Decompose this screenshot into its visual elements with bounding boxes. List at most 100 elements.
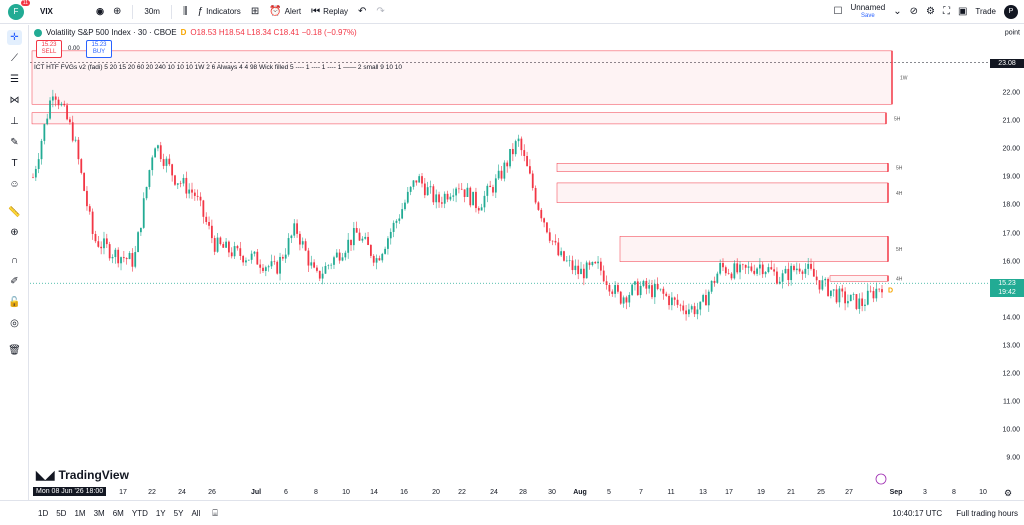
- candle-body: [264, 267, 267, 271]
- add-symbol-button[interactable]: ⊕: [108, 3, 126, 21]
- fvg-timeframe-label: 5H: [896, 247, 903, 253]
- range-3m-button[interactable]: 3M: [93, 508, 105, 518]
- trash-icon[interactable]: 🗑: [8, 345, 21, 356]
- time-tick-label: 13: [699, 489, 707, 496]
- crosshair-icon[interactable]: ✛: [7, 30, 22, 45]
- chart-type-button[interactable]: ⫼: [178, 3, 193, 21]
- time-tick-label: 11: [667, 489, 675, 496]
- chart-canvas[interactable]: 1W 5H 5H 4H 5H 4H D: [30, 25, 990, 500]
- range-all-button[interactable]: All: [191, 508, 201, 518]
- camera-icon[interactable]: ▣: [957, 6, 968, 17]
- candle-body: [679, 304, 682, 306]
- candle-body: [429, 186, 432, 188]
- range-1m-button[interactable]: 1M: [74, 508, 86, 518]
- brush-icon[interactable]: ✎: [10, 137, 19, 148]
- candle-body: [662, 288, 665, 294]
- undo-button[interactable]: ↶: [353, 3, 371, 21]
- candle-body: [602, 270, 605, 282]
- candle-body: [270, 261, 273, 267]
- buy-button[interactable]: 15.23 BUY: [86, 40, 112, 58]
- crosshair-price-tag: 23.08: [990, 59, 1024, 68]
- fullscreen-icon[interactable]: ⛶: [942, 6, 950, 17]
- visibility-eye-icon[interactable]: ◎: [10, 318, 19, 329]
- replay-button[interactable]: ⏮ Replay: [306, 3, 353, 21]
- redo-icon: ↷: [376, 6, 385, 17]
- candle-body: [443, 193, 446, 204]
- text-icon[interactable]: T: [11, 158, 18, 169]
- fib-icon[interactable]: ☰: [10, 74, 19, 85]
- tv-logo-text: TradingView: [58, 468, 129, 482]
- layout-icon[interactable]: ☐: [833, 6, 843, 17]
- plus-icon: ⊕: [113, 6, 122, 17]
- range-ytd-button[interactable]: YTD: [131, 508, 148, 518]
- interval-button[interactable]: 30m: [139, 3, 165, 21]
- candle-body: [327, 265, 330, 267]
- stay-drawing-icon[interactable]: ✐: [10, 276, 19, 287]
- candle-body: [387, 238, 389, 249]
- candle-body: [702, 295, 705, 302]
- session-label[interactable]: Full trading hours: [956, 508, 1018, 518]
- ruler-icon[interactable]: 📏: [8, 207, 21, 218]
- axis-settings-icon[interactable]: ⚙: [1004, 488, 1013, 498]
- candle-body: [494, 178, 497, 193]
- gear-icon[interactable]: ⚙: [925, 6, 935, 17]
- sell-button[interactable]: 15.23 SELL: [36, 40, 62, 58]
- candle-body: [168, 158, 171, 165]
- candle-body: [778, 281, 781, 284]
- indicators-button[interactable]: ƒ Indicators: [193, 3, 246, 21]
- alarm-icon: ⏰: [269, 6, 282, 17]
- range-1d-button[interactable]: 1D: [38, 508, 49, 518]
- projection-icon[interactable]: ⊥: [10, 116, 19, 127]
- candle-body: [182, 177, 185, 184]
- candle-body: [526, 156, 528, 167]
- candle-body: [855, 294, 858, 309]
- candle-body: [372, 255, 375, 263]
- candle-body: [381, 253, 384, 261]
- chevron-down-icon[interactable]: ⌄: [893, 6, 902, 17]
- trade-button[interactable]: Trade: [975, 7, 996, 16]
- candle-body: [651, 285, 653, 298]
- dividend-marker-chart: D: [888, 288, 893, 295]
- quick-search-icon[interactable]: ⊘: [909, 6, 918, 17]
- range-1y-button[interactable]: 1Y: [155, 508, 166, 518]
- fvg-timeframe-label: 5H: [896, 165, 903, 171]
- alert-label: Alert: [284, 7, 302, 16]
- pattern-icon[interactable]: ⋈: [9, 95, 20, 106]
- emoji-icon[interactable]: ☺: [9, 179, 20, 190]
- symbol-search[interactable]: VIX ◉: [36, 4, 108, 20]
- candle-body: [401, 209, 404, 219]
- range-5y-button[interactable]: 5Y: [173, 508, 184, 518]
- eye-icon[interactable]: ◉: [96, 6, 104, 16]
- utc-clock[interactable]: 10:40:17 UTC: [892, 508, 943, 518]
- templates-button[interactable]: ⊞: [246, 3, 264, 21]
- alert-button[interactable]: ⏰ Alert: [264, 3, 306, 21]
- redo-button[interactable]: ↷: [371, 3, 389, 21]
- candle-body: [707, 291, 710, 306]
- candle-body: [256, 251, 259, 265]
- profile-button[interactable]: P: [1004, 4, 1018, 19]
- price-axis[interactable]: point 22.00 21.00 20.00 19.00 18.00 17.00 16.0…: [990, 25, 1024, 500]
- drawing-toolbar: ✛ ⟋ ☰ ⋈ ⊥ ✎ T ☺ 📏 ⊕ ∩ ✐ 🔓 ◎ 🗑: [0, 25, 29, 500]
- lock-icon[interactable]: 🔓: [8, 297, 21, 308]
- candle-body: [753, 270, 756, 274]
- user-avatar[interactable]: F 11: [8, 0, 30, 20]
- indicator-legend[interactable]: ICT HTF FVGs v2 (fadi) 5 20 15 20 60 20 …: [34, 64, 402, 71]
- candle-body: [571, 260, 574, 271]
- candle-body: [866, 290, 869, 305]
- price-scale-mode[interactable]: point: [1004, 29, 1020, 37]
- candle-body: [744, 264, 747, 268]
- range-5d-button[interactable]: 5D: [56, 508, 67, 518]
- layout-name-button[interactable]: Unnamed Save: [851, 3, 886, 21]
- trendline-icon[interactable]: ⟋: [11, 53, 18, 64]
- goto-date-icon[interactable]: ⌸: [212, 507, 218, 518]
- candle-body: [174, 175, 176, 185]
- symbol-title[interactable]: Volatility S&P 500 Index · 30 · CBOE: [46, 28, 177, 37]
- candle-body: [656, 283, 659, 289]
- time-axis[interactable]: Mon 08 Jun '26 18:00 17 22 24 26 Jul 6 8 10 14 16…: [30, 486, 990, 500]
- candle-body: [869, 290, 872, 292]
- candle-body: [310, 262, 313, 266]
- candle-body: [631, 284, 634, 295]
- zoom-icon[interactable]: ⊕: [10, 227, 19, 238]
- magnet-icon[interactable]: ∩: [10, 255, 19, 266]
- range-6m-button[interactable]: 6M: [112, 508, 124, 518]
